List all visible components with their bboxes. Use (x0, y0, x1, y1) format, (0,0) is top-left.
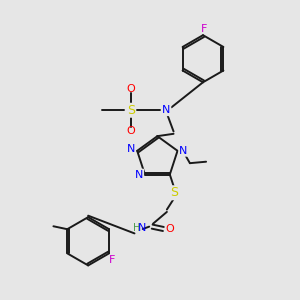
Text: N: N (127, 144, 135, 154)
Text: O: O (165, 224, 174, 234)
Text: S: S (127, 104, 135, 117)
Text: F: F (201, 24, 208, 34)
Text: S: S (170, 186, 178, 199)
Text: H: H (133, 224, 140, 233)
Text: N: N (179, 146, 188, 156)
Text: N: N (162, 105, 170, 115)
Text: O: O (127, 84, 135, 94)
Text: F: F (109, 255, 115, 265)
Text: O: O (127, 126, 135, 136)
Text: N: N (135, 169, 143, 179)
Text: N: N (138, 224, 147, 233)
